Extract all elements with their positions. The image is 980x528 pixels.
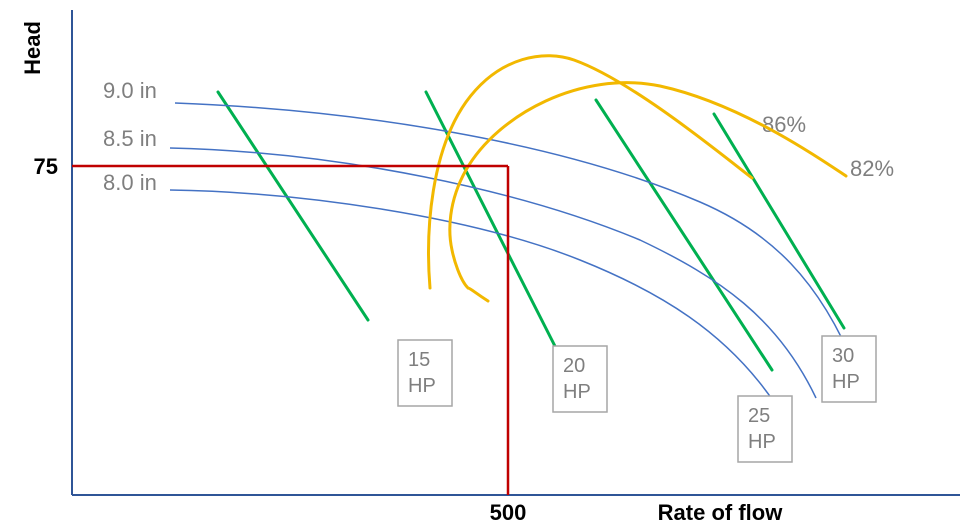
efficiency-label-0: 86% <box>762 112 806 137</box>
hp-box-unit-2: HP <box>748 431 776 453</box>
hp-box-unit-0: HP <box>408 375 436 397</box>
y-axis-label: Head <box>20 21 45 75</box>
impeller-curve-0 <box>175 103 856 370</box>
bhp-line-2 <box>596 100 772 370</box>
hp-box-value-3: 30 <box>832 345 854 367</box>
chart-svg: Head Rate of flow 75 500 9.0 in 8.5 in 8.0 in 8… <box>0 0 980 528</box>
hp-box-value-0: 15 <box>408 349 430 371</box>
hp-box-unit-3: HP <box>832 371 860 393</box>
x-tick-label: 500 <box>490 500 527 525</box>
hp-box-value-1: 20 <box>563 355 585 377</box>
hp-box-unit-1: HP <box>563 381 591 403</box>
bhp-line-1 <box>426 92 562 360</box>
efficiency-label-1: 82% <box>850 156 894 181</box>
impeller-label-1: 8.5 in <box>103 126 157 151</box>
pump-curve-chart: Head Rate of flow 75 500 9.0 in 8.5 in 8.0 in 8… <box>0 0 980 528</box>
impeller-label-0: 9.0 in <box>103 78 157 103</box>
hp-box-value-2: 25 <box>748 405 770 427</box>
impeller-label-2: 8.0 in <box>103 170 157 195</box>
bhp-line-0 <box>218 92 368 320</box>
impeller-curve-1 <box>170 148 816 398</box>
x-axis-label: Rate of flow <box>658 500 784 525</box>
impeller-curve-2 <box>170 190 774 402</box>
efficiency-curve-0 <box>429 56 752 288</box>
y-tick-label: 75 <box>34 154 58 179</box>
